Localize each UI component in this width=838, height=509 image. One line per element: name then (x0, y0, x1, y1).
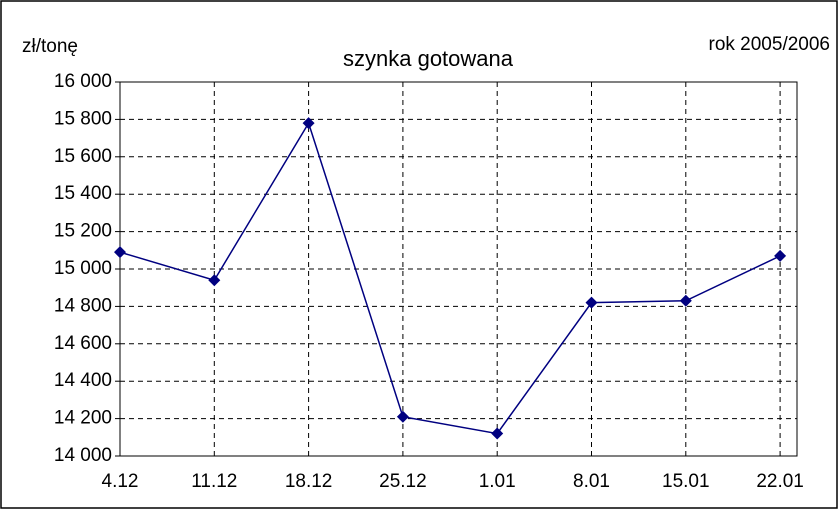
marker (208, 274, 221, 287)
line (119, 121, 781, 435)
annotation: rok 2005/2006 (709, 34, 831, 55)
marker (302, 117, 315, 130)
marker (679, 294, 692, 307)
y-tick-label: 15 400 (54, 183, 112, 204)
y-tick-label: 15 600 (54, 146, 112, 167)
y-axis-label: zł/tonę (22, 36, 78, 57)
marker (491, 427, 504, 440)
y-tick-label: 16 000 (54, 71, 112, 92)
x-tick-label: 15.01 (662, 471, 710, 492)
marker (114, 246, 126, 259)
y-tick-label: 14 800 (54, 295, 112, 316)
marker (774, 249, 787, 262)
x-tick-label: 18.12 (285, 471, 333, 492)
marker (396, 410, 409, 423)
x-tick-label: 1.01 (479, 471, 516, 492)
y-tick-label: 15 000 (54, 258, 112, 279)
chart-title: szynka gotowana (343, 46, 514, 71)
x-tick-label: 8.01 (573, 471, 610, 492)
y-tick-label: 14 000 (54, 445, 112, 466)
y-tick-label: 15 200 (54, 221, 112, 242)
marker (585, 296, 598, 309)
y-tick-label: 14 600 (54, 333, 112, 354)
x-tick-label: 25.12 (379, 471, 427, 492)
y-tick-label: 15 800 (54, 108, 112, 129)
x-tick-label: 22.01 (756, 471, 804, 492)
y-tick-label: 14 200 (54, 408, 112, 429)
x-tick-label: 4.12 (102, 471, 139, 492)
y-tick-label: 14 400 (54, 370, 112, 391)
x-tick-label: 11.12 (191, 471, 237, 492)
